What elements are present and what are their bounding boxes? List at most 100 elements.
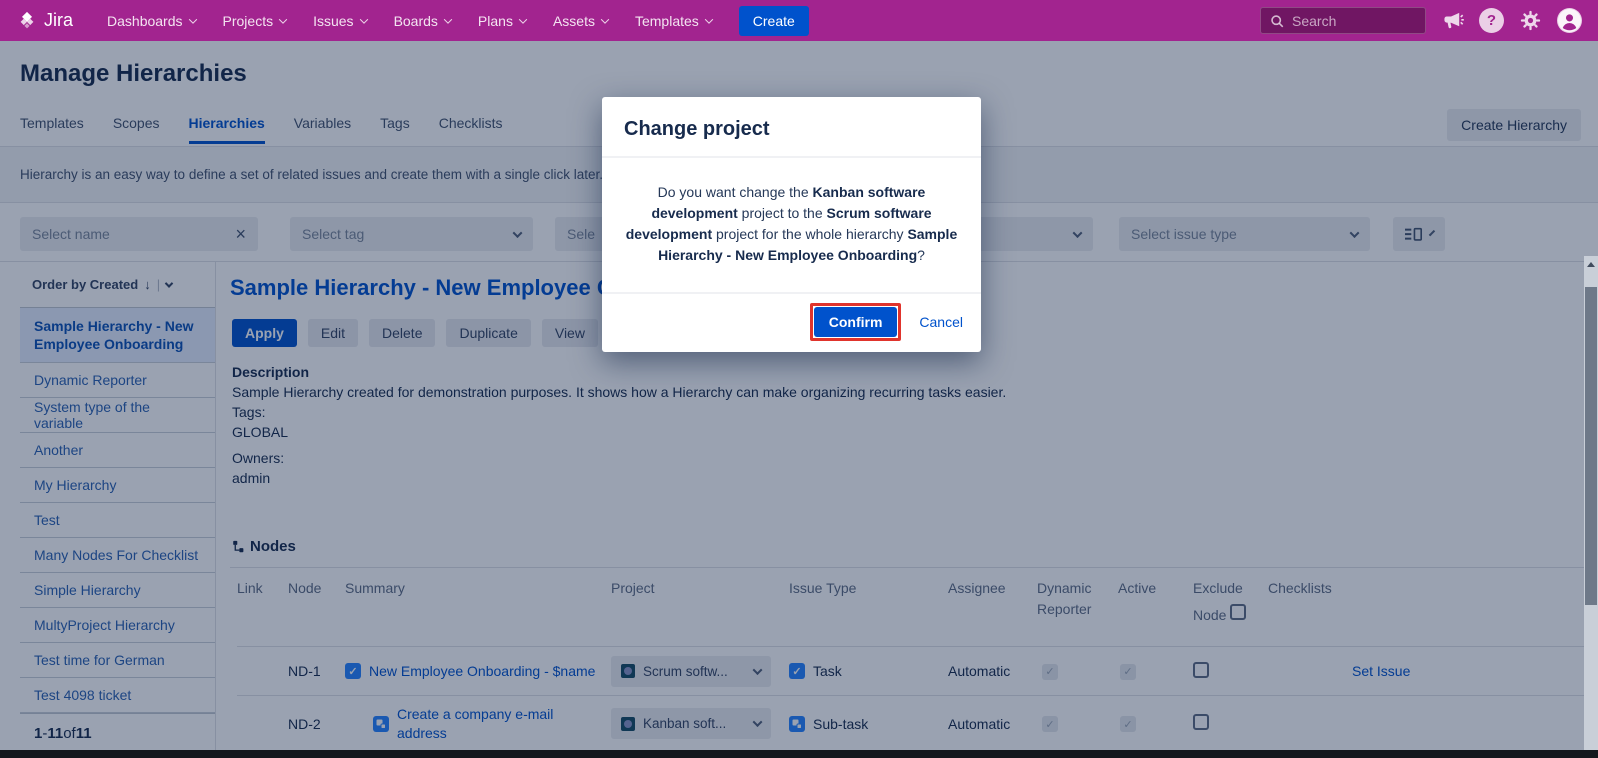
announcements-icon[interactable] — [1441, 9, 1464, 32]
tab-tags[interactable]: Tags — [380, 115, 410, 131]
select-tag-dropdown[interactable]: Select tag — [290, 217, 533, 251]
col-checklists: Checklists — [1268, 580, 1332, 596]
project-select[interactable]: Scrum softw... — [611, 655, 771, 687]
description-text: Sample Hierarchy created for demonstrati… — [232, 384, 1007, 400]
exclude-checkbox[interactable] — [1193, 714, 1209, 730]
exclude-cell — [1193, 714, 1268, 733]
confirm-button[interactable]: Confirm — [813, 307, 898, 337]
set-issue-link[interactable]: Set Issue — [1352, 663, 1411, 679]
tab-checklists[interactable]: Checklists — [438, 115, 503, 131]
chevron-down-icon — [278, 14, 288, 24]
menu-templates[interactable]: Templates — [635, 13, 714, 29]
chevron-down-icon — [443, 14, 453, 24]
sidebar-item-many-nodes[interactable]: Many Nodes For Checklist — [20, 538, 215, 573]
sidebar-item-test-time-german[interactable]: Test time for German — [20, 643, 215, 678]
create-button[interactable]: Create — [738, 5, 809, 36]
gear-icon[interactable] — [1519, 9, 1542, 32]
avatar[interactable] — [1557, 8, 1582, 33]
scrollbar-thumb[interactable] — [1585, 287, 1597, 605]
tab-scopes[interactable]: Scopes — [112, 115, 160, 131]
order-by-control[interactable]: Order by Created ↓ | — [20, 262, 215, 308]
project-avatar-icon — [621, 664, 635, 678]
pagination: 1 - 11 of 11 — [20, 713, 215, 753]
change-project-dialog: Change project Do you want change the Ka… — [602, 97, 981, 352]
sidebar-item-system-type[interactable]: System type of the variable — [20, 398, 215, 433]
col-issue-type: Issue Type — [789, 580, 857, 596]
dialog-title: Change project — [624, 118, 770, 140]
project-avatar-icon — [621, 716, 635, 731]
task-icon[interactable]: ✓ — [789, 663, 805, 679]
project-cell: Kanban soft... — [611, 708, 789, 739]
menu-dashboards[interactable]: Dashboards — [107, 13, 197, 29]
summary-link[interactable]: Create a company e-mail address — [397, 705, 554, 741]
menu-issues[interactable]: Issues — [313, 13, 368, 29]
project-select[interactable]: Kanban soft... — [611, 708, 771, 739]
node-id: ND-2 — [288, 715, 321, 732]
select-name-input[interactable]: Select name × — [20, 217, 258, 251]
menu-boards[interactable]: Boards — [394, 13, 453, 29]
table-row-nd1: ND-1 ✓ New Employee Onboarding - $name S… — [237, 646, 1586, 695]
duplicate-button[interactable]: Duplicate — [446, 319, 531, 347]
edit-button[interactable]: Edit — [307, 319, 359, 347]
vertical-scrollbar[interactable] — [1584, 256, 1598, 750]
summary-cell: ✓ New Employee Onboarding - $name — [345, 663, 611, 679]
order-by-label: Order by Created — [32, 277, 139, 292]
dynamic-reporter-cell: ✓ — [1037, 662, 1118, 680]
tab-variables[interactable]: Variables — [293, 115, 352, 131]
navbar-right: Search ? — [1260, 7, 1582, 34]
summary-link[interactable]: New Employee Onboarding - $name — [369, 663, 596, 679]
select-tag-placeholder: Select tag — [302, 226, 365, 242]
sidebar-item-dynamic-reporter[interactable]: Dynamic Reporter — [20, 363, 215, 398]
col-exclude-node: Exclude Node — [1193, 578, 1268, 626]
jira-logo[interactable]: Jira — [16, 10, 73, 32]
create-hierarchy-button[interactable]: Create Hierarchy — [1447, 109, 1581, 141]
node-id: ND-1 — [288, 663, 321, 679]
tags-label: Tags: — [232, 404, 266, 420]
subtask-icon — [373, 715, 389, 732]
search-input[interactable]: Search — [1260, 7, 1426, 34]
view-button[interactable]: View — [541, 319, 598, 347]
owners-value: admin — [232, 470, 271, 486]
description-block: Description Sample Hierarchy created for… — [232, 362, 1006, 488]
menu-plans[interactable]: Plans — [478, 13, 528, 29]
top-navbar: Jira Dashboards Projects Issues Boards P… — [0, 0, 1598, 41]
col-dynamic-reporter: Dynamic Reporter — [1037, 580, 1092, 617]
cancel-button[interactable]: Cancel — [919, 314, 963, 330]
subtask-icon — [789, 715, 805, 732]
exclude-checkbox[interactable] — [1193, 661, 1209, 678]
sidebar-item-multyproject[interactable]: MultyProject Hierarchy — [20, 608, 215, 643]
active-cell: ✓ — [1118, 662, 1193, 680]
scroll-up-icon[interactable] — [1587, 262, 1595, 267]
sidebar-item-sample-hierarchy[interactable]: Sample Hierarchy - New Employee Onboardi… — [20, 308, 215, 363]
sidebar-item-simple-hierarchy[interactable]: Simple Hierarchy — [20, 573, 215, 608]
clear-icon[interactable]: × — [235, 224, 246, 244]
active-cell: ✓ — [1118, 715, 1193, 733]
node-select-checkbox[interactable]: ✓ — [345, 663, 361, 679]
sidebar-item-another[interactable]: Another — [20, 433, 215, 468]
select-issue-type-dropdown[interactable]: Select issue type — [1119, 217, 1370, 251]
help-icon[interactable]: ? — [1479, 8, 1504, 33]
dynamic-reporter-cell: ✓ — [1037, 715, 1118, 733]
exclude-all-checkbox[interactable] — [1230, 604, 1247, 620]
col-link: Link — [237, 580, 263, 596]
col-active: Active — [1118, 580, 1157, 596]
chevron-down-icon — [359, 14, 368, 24]
menu-projects[interactable]: Projects — [223, 13, 288, 29]
jira-logo-icon — [16, 10, 38, 32]
hierarchy-sidebar: Order by Created ↓ | Sample Hierarchy - … — [20, 262, 216, 758]
delete-button[interactable]: Delete — [369, 319, 436, 347]
tab-templates[interactable]: Templates — [20, 115, 84, 131]
select-project-placeholder: Sele — [567, 226, 596, 242]
sidebar-item-test-4098[interactable]: Test 4098 ticket — [20, 678, 215, 713]
menu-assets[interactable]: Assets — [553, 13, 610, 29]
sidebar-item-test[interactable]: Test — [20, 503, 215, 538]
col-project: Project — [611, 580, 655, 596]
tab-hierarchies[interactable]: Hierarchies — [188, 115, 265, 144]
bottom-edge — [0, 750, 1598, 758]
sidebar-item-my-hierarchy[interactable]: My Hierarchy — [20, 468, 215, 503]
view-toggle-button[interactable] — [1393, 217, 1445, 251]
apply-button[interactable]: Apply — [232, 319, 297, 347]
project-cell: Scrum softw... — [611, 655, 789, 687]
chevron-down-icon — [704, 14, 714, 24]
